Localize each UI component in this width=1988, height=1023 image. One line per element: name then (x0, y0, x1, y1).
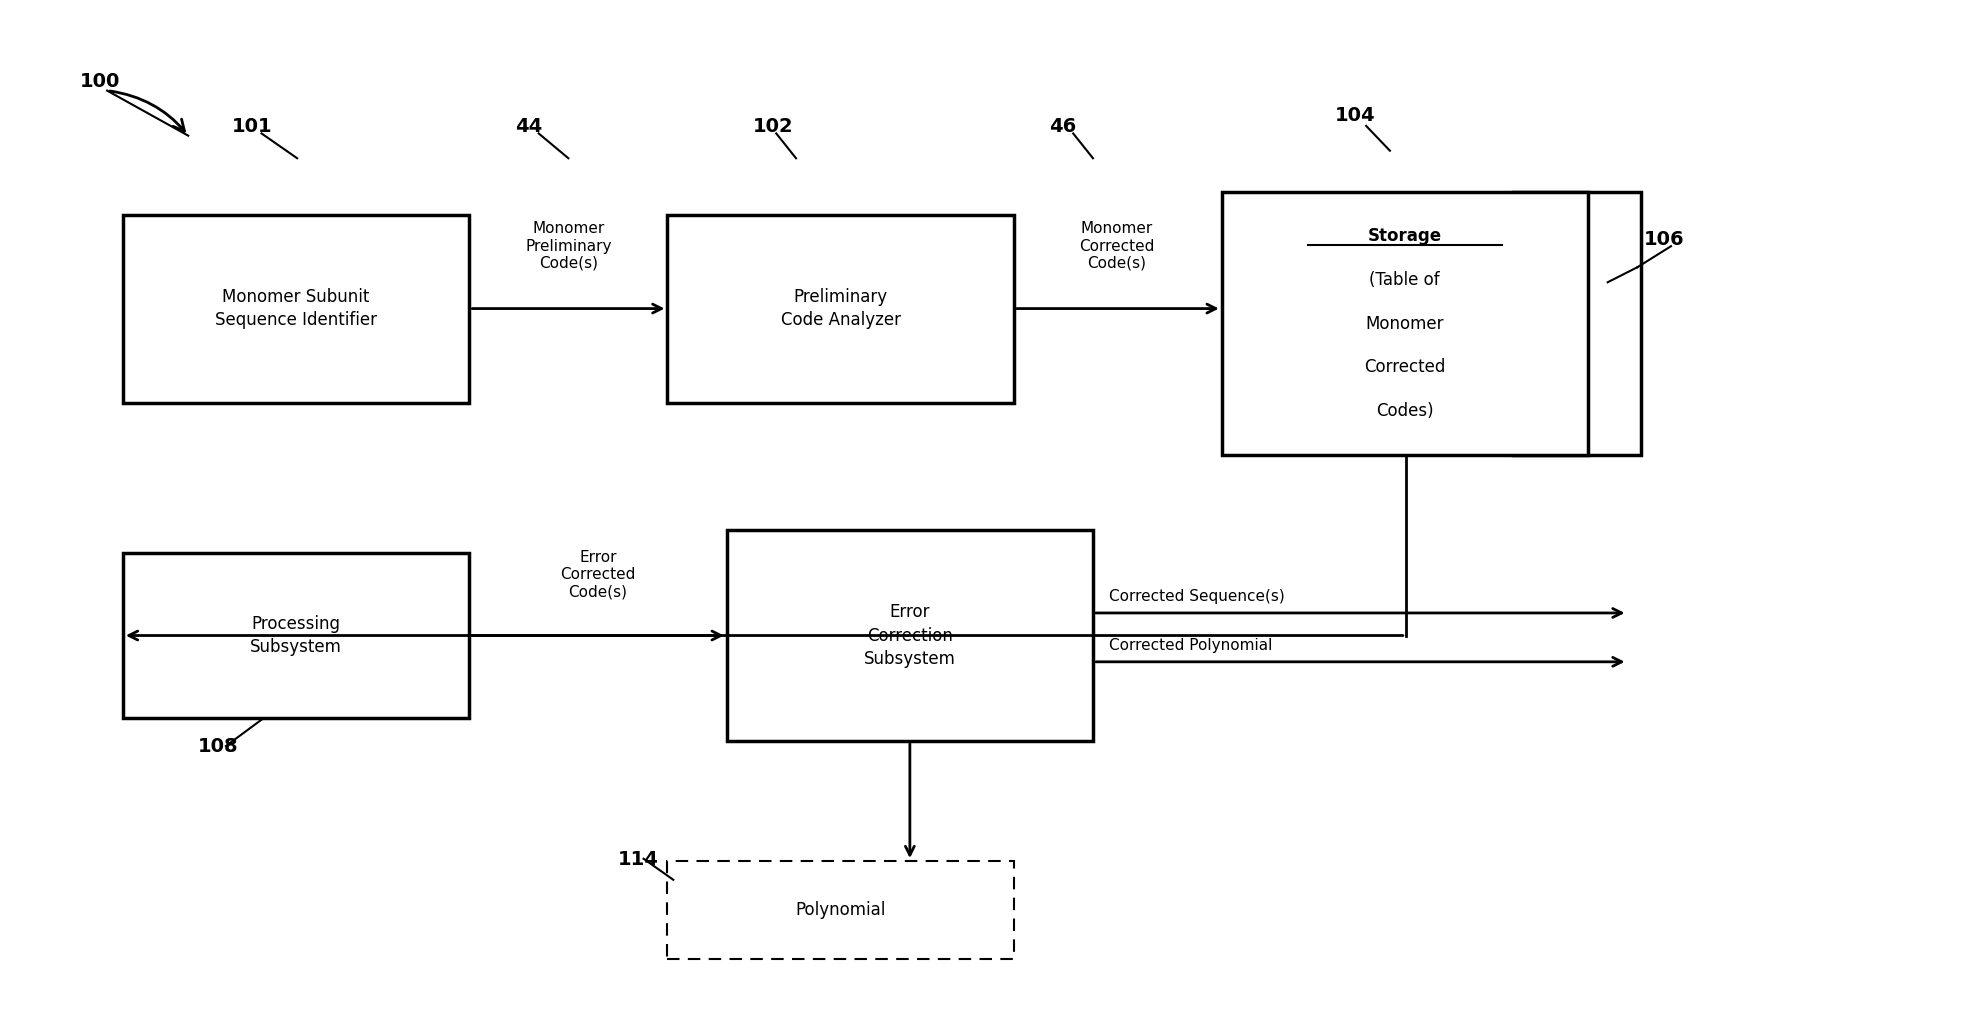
Bar (668, 215, 1014, 402)
Text: Preliminary
Code Analyzer: Preliminary Code Analyzer (781, 287, 901, 329)
Text: 104: 104 (1334, 105, 1376, 125)
Text: Error
Corrected
Code(s): Error Corrected Code(s) (561, 549, 636, 599)
Text: Processing
Subsystem: Processing Subsystem (250, 615, 342, 657)
Bar (668, 861, 1014, 959)
Text: 44: 44 (515, 117, 543, 136)
Text: Codes): Codes) (1376, 402, 1433, 420)
Text: Monomer: Monomer (1366, 315, 1443, 332)
Bar (1223, 192, 1588, 455)
Text: Error
Correction
Subsystem: Error Correction Subsystem (865, 603, 956, 668)
Text: (Table of: (Table of (1370, 271, 1439, 288)
Bar (728, 530, 1093, 741)
Text: Corrected Sequence(s): Corrected Sequence(s) (1109, 589, 1284, 604)
Text: Corrected: Corrected (1364, 358, 1445, 376)
Text: Monomer Subunit
Sequence Identifier: Monomer Subunit Sequence Identifier (215, 287, 378, 329)
Text: 100: 100 (80, 72, 119, 91)
Text: 108: 108 (199, 737, 239, 756)
Text: Storage: Storage (1368, 227, 1441, 244)
Text: 46: 46 (1050, 117, 1077, 136)
Text: Monomer
Corrected
Code(s): Monomer Corrected Code(s) (1079, 221, 1155, 271)
Text: 114: 114 (618, 850, 658, 869)
Text: 101: 101 (233, 117, 272, 136)
Text: 102: 102 (753, 117, 793, 136)
Text: Corrected Polynomial: Corrected Polynomial (1109, 637, 1272, 653)
Bar (123, 552, 469, 718)
Text: Polynomial: Polynomial (795, 901, 887, 919)
Bar (123, 215, 469, 402)
Text: Monomer
Preliminary
Code(s): Monomer Preliminary Code(s) (525, 221, 612, 271)
Text: 106: 106 (1644, 230, 1684, 249)
Bar (1513, 192, 1642, 455)
